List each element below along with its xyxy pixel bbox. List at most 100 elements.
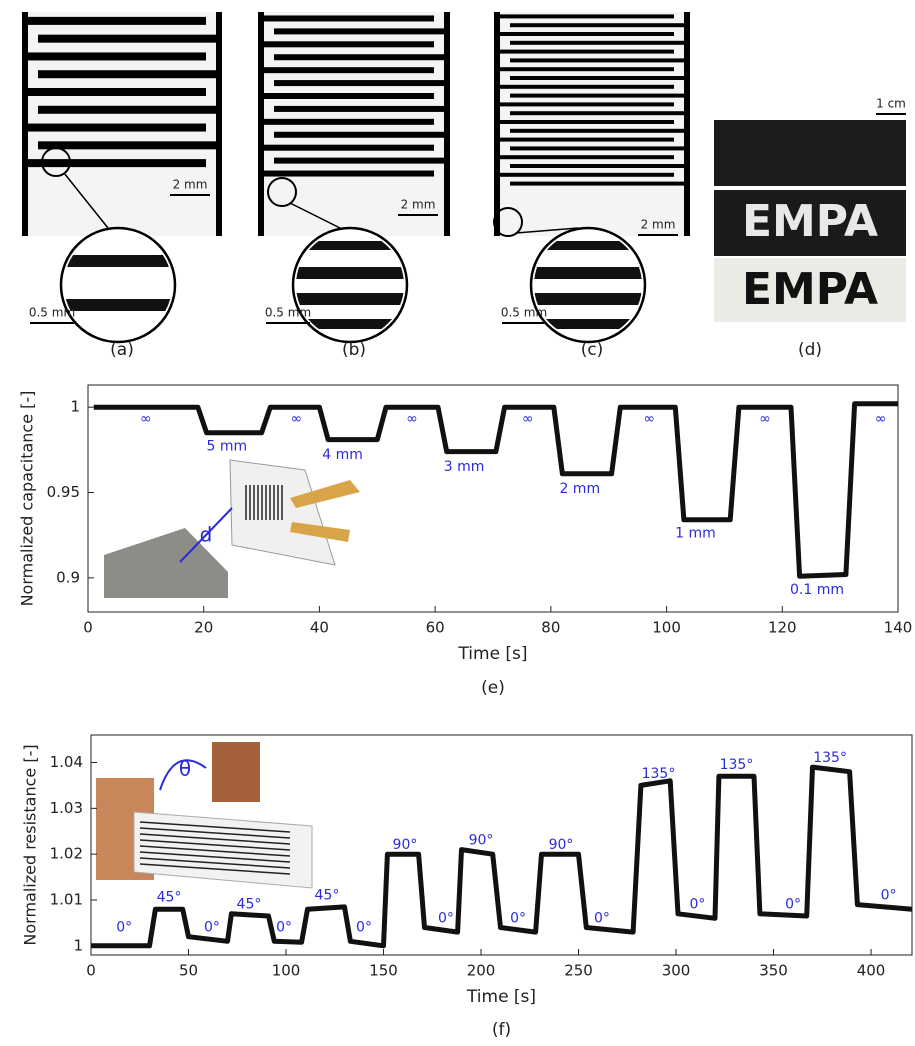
annotation: 90° [549, 837, 574, 853]
finger [274, 80, 450, 87]
x-axis-label: Time [s] [457, 644, 527, 664]
scale-label: 2 mm [401, 198, 436, 212]
scale-label: 2 mm [173, 178, 208, 192]
y-axis-label: Normalized capacitance [-] [18, 391, 37, 607]
scale-label: 0.5 mm [501, 306, 547, 320]
zoom-line [296, 267, 404, 279]
zoom-marker [267, 177, 297, 207]
finger [38, 105, 222, 114]
finger [22, 88, 206, 96]
inset-trace [139, 821, 291, 833]
annotation: 0° [594, 910, 610, 926]
zoom-link [289, 202, 341, 229]
finger [510, 146, 690, 151]
finger [258, 118, 434, 125]
finger [510, 111, 690, 116]
zoom-link [515, 227, 579, 234]
inset-label: θ [179, 757, 191, 781]
scale-label: 1 cm [876, 97, 906, 111]
electrode [684, 12, 690, 236]
x-tick-label: 0 [86, 962, 96, 980]
annotation: 135° [813, 750, 847, 766]
annotation: 4 mm [322, 447, 363, 463]
finger [494, 137, 674, 142]
zoom-circle [529, 226, 647, 344]
empa-text: EMPA [742, 196, 878, 247]
finger [494, 172, 674, 177]
x-tick-label: 40 [310, 619, 329, 637]
x-tick-label: 50 [179, 962, 198, 980]
x-tick-label: 120 [768, 619, 797, 637]
finger [274, 28, 450, 35]
annotation: 90° [393, 837, 418, 853]
finger [510, 23, 690, 28]
annotation: 0° [356, 920, 372, 936]
finger [22, 123, 206, 132]
zoom-circle [59, 226, 177, 344]
finger [510, 164, 690, 168]
scale-label: 2 mm [641, 218, 676, 232]
finger [510, 58, 690, 63]
finger [494, 49, 674, 54]
y-tick-label: 1.03 [50, 799, 83, 817]
annotation: ∞ [643, 411, 655, 427]
x-tick-label: 400 [857, 962, 886, 980]
finger [510, 93, 690, 98]
x-tick-label: 60 [426, 619, 445, 637]
finger [258, 93, 434, 99]
inset-trace [139, 827, 291, 839]
annotation: 135° [720, 757, 754, 773]
finger [510, 181, 690, 186]
finger [258, 170, 434, 177]
finger [494, 14, 674, 19]
zoom-line [296, 241, 404, 250]
panel-label: (a) [110, 340, 134, 360]
inset-trace [139, 851, 291, 863]
annotation: 0° [510, 910, 526, 926]
inset-trace [139, 845, 291, 857]
finger [38, 34, 222, 43]
electrode [216, 12, 222, 236]
x-tick-label: 20 [194, 619, 213, 637]
zoom-line [296, 319, 404, 329]
annotation: 0° [438, 910, 454, 926]
x-axis-label: Time [s] [466, 987, 536, 1007]
finger [258, 41, 434, 48]
finger [494, 102, 674, 107]
finger [22, 159, 206, 168]
x-tick-label: 200 [467, 962, 496, 980]
finger [510, 128, 690, 133]
inset-block [212, 742, 260, 802]
photo-d1 [714, 120, 906, 186]
zoom-circle [291, 226, 409, 344]
zoom-line [534, 241, 642, 250]
finger [494, 32, 674, 36]
annotation: 45° [315, 887, 340, 903]
x-tick-label: 100 [272, 962, 301, 980]
panel-label: (c) [581, 340, 604, 360]
zoom-line [534, 319, 642, 329]
annotation: 45° [237, 897, 262, 913]
finger [510, 40, 690, 45]
finger [494, 84, 674, 89]
finger [274, 131, 450, 138]
x-tick-label: 0 [83, 619, 93, 637]
zoom-line [534, 293, 642, 305]
annotation: 0° [690, 897, 706, 913]
finger [258, 67, 434, 74]
finger [494, 155, 674, 160]
panel-label: (d) [798, 340, 822, 360]
finger [38, 70, 222, 79]
annotation: 0.1 mm [790, 582, 844, 598]
annotation: 0° [204, 920, 220, 936]
annotation: 5 mm [207, 438, 248, 454]
scale-label: 0.5 mm [265, 306, 311, 320]
x-tick-label: 300 [662, 962, 691, 980]
finger [38, 141, 222, 150]
x-tick-label: 150 [369, 962, 398, 980]
photo-d3 [714, 258, 906, 322]
finger [22, 52, 206, 61]
annotation: 90° [469, 832, 494, 848]
x-tick-label: 350 [759, 962, 788, 980]
